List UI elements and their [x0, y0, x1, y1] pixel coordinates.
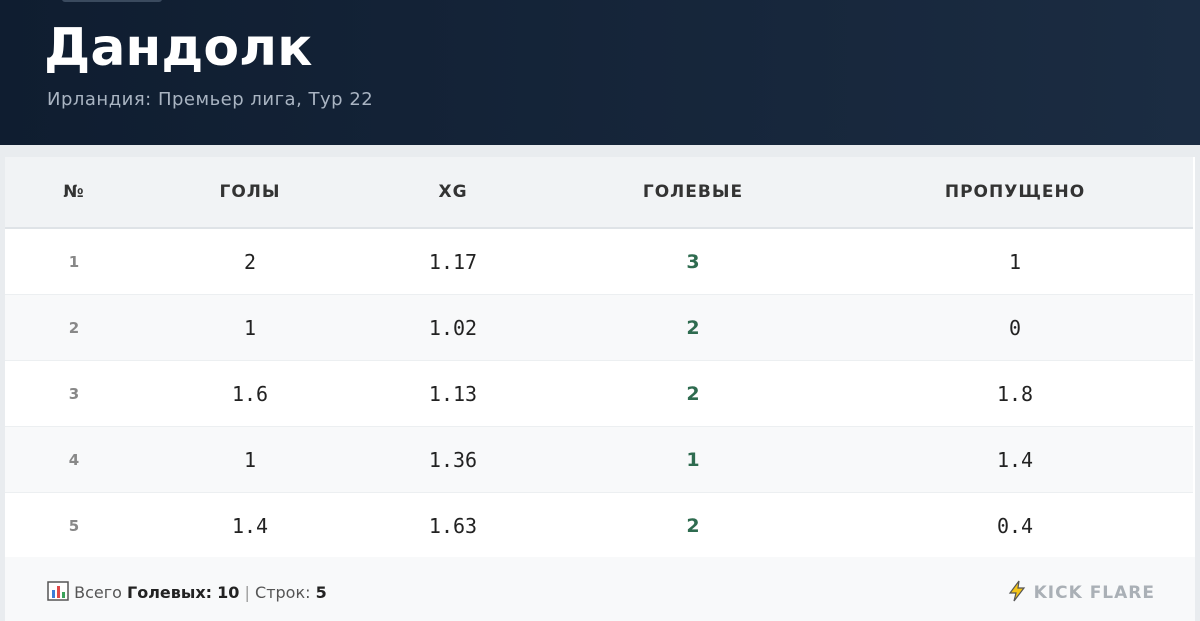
table-cell: 1: [143, 426, 357, 493]
table-cell: 1: [837, 228, 1193, 295]
table-cell: 1: [5, 228, 143, 295]
column-header: ПРОПУЩЕНО: [837, 157, 1193, 229]
table-cell: 2: [549, 492, 837, 559]
column-header: XG: [357, 157, 549, 229]
table-row: 4 1 1.36 1 1.4: [5, 426, 1193, 493]
bolt-icon: [1008, 580, 1025, 602]
total-key: Голевых:: [127, 583, 213, 602]
stats-table: № ГОЛЫ XG ГОЛЕВЫЕ ПРОПУЩЕНО 1 2 1.17 3 1 2 1 1.02 2 0…: [5, 157, 1193, 559]
table-cell: 1.4: [837, 426, 1193, 493]
brand: KICK FLARE: [1007, 580, 1155, 603]
rows-value: 5: [315, 583, 327, 602]
total-label: Всего: [74, 583, 122, 602]
table-cell: 1: [143, 294, 357, 361]
column-header: ГОЛЕВЫЕ: [549, 157, 837, 229]
table-row: 3 1.6 1.13 2 1.8: [5, 360, 1193, 427]
table-cell: 4: [5, 426, 143, 493]
table-cell: 1.63: [357, 492, 549, 559]
table-cell: 5: [5, 492, 143, 559]
total-value: 10: [217, 583, 240, 602]
header: Дандолк Ирландия: Премьер лига, Тур 22: [0, 0, 1200, 145]
table-cell: 1.6: [143, 360, 357, 427]
tab-indicator: [62, 0, 162, 2]
footer: Всего Голевых: 10 | Строк: 5 KICK FLARE: [5, 557, 1195, 621]
table-card: № ГОЛЫ XG ГОЛЕВЫЕ ПРОПУЩЕНО 1 2 1.17 3 1 2 1 1.02 2 0…: [5, 157, 1195, 621]
table-cell: 1.8: [837, 360, 1193, 427]
table-cell: 3: [5, 360, 143, 427]
column-header: №: [5, 157, 143, 229]
brand-name: KICK FLARE: [1033, 583, 1155, 603]
table-cell: 2: [143, 228, 357, 295]
table-row: 1 2 1.17 3 1: [5, 228, 1193, 295]
table-cell: 1.17: [357, 228, 549, 295]
title: Дандолк: [44, 18, 313, 78]
column-header: ГОЛЫ: [143, 157, 357, 229]
table-cell: 2: [5, 294, 143, 361]
footer-stats: Всего Голевых: 10 | Строк: 5: [47, 581, 327, 602]
table-cell: 1: [549, 426, 837, 493]
table-cell: 3: [549, 228, 837, 295]
subtitle: Ирландия: Премьер лига, Тур 22: [47, 89, 374, 110]
table-row: 2 1 1.02 2 0: [5, 294, 1193, 361]
rows-label: Строк:: [255, 583, 311, 602]
table-cell: 0.4: [837, 492, 1193, 559]
table-cell: 1.02: [357, 294, 549, 361]
table-cell: 1.4: [143, 492, 357, 559]
header-row: № ГОЛЫ XG ГОЛЕВЫЕ ПРОПУЩЕНО: [5, 157, 1193, 229]
table-cell: 2: [549, 294, 837, 361]
table-cell: 2: [549, 360, 837, 427]
table-row: 5 1.4 1.63 2 0.4: [5, 492, 1193, 559]
separator: |: [244, 583, 250, 602]
table-body: 1 2 1.17 3 1 2 1 1.02 2 0 3 1.6 1.13 2 1.8 4 1 1.36 1 1.4 5 1…: [5, 228, 1193, 559]
table-cell: 1.13: [357, 360, 549, 427]
chart-icon: [47, 581, 69, 601]
table-cell: 1.36: [357, 426, 549, 493]
table-cell: 0: [837, 294, 1193, 361]
